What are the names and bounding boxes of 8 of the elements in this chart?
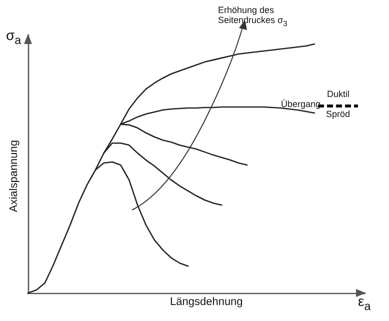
annotation: ε$_{a}$: [358, 293, 371, 314]
annotation: Spröd: [326, 109, 350, 120]
text: Erhöhung des Seitendruckes σ$_{3}$: [218, 5, 288, 28]
annotation: Übergang: [281, 99, 321, 110]
y-axis-title: Axialspannung: [8, 140, 20, 212]
text: σ$_{a}$: [6, 27, 22, 48]
x-axis-title: Längsdehnung: [170, 296, 243, 308]
annotation: Duktil: [327, 89, 350, 100]
